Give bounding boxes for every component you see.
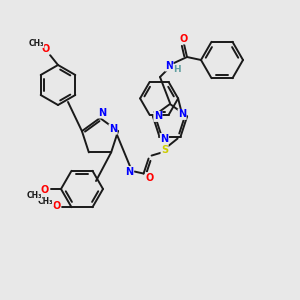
Text: O: O [41, 185, 49, 195]
Text: CH₃: CH₃ [26, 191, 42, 200]
Text: N: N [160, 134, 169, 144]
Text: CH₃: CH₃ [28, 38, 44, 47]
Text: N: N [154, 111, 162, 122]
Text: N: N [178, 110, 186, 119]
Text: N: N [125, 167, 134, 177]
Text: S: S [161, 145, 168, 154]
Text: N: N [98, 108, 106, 118]
Text: O: O [42, 44, 50, 54]
Text: N: N [165, 61, 173, 71]
Text: O: O [146, 172, 154, 183]
Text: H: H [173, 64, 181, 74]
Text: O: O [52, 201, 61, 211]
Text: CH₃: CH₃ [38, 197, 53, 206]
Text: O: O [180, 34, 188, 44]
Text: N: N [109, 124, 117, 134]
